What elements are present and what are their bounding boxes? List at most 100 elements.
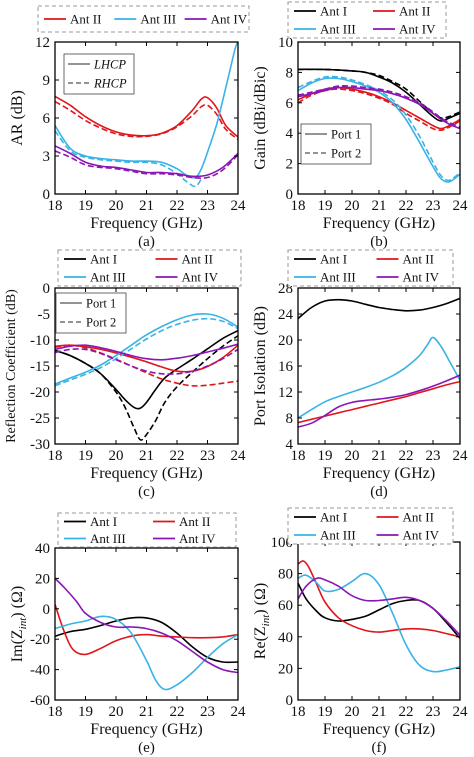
- style-legend-label: Port 2: [86, 316, 116, 330]
- panel-label: (b): [370, 234, 388, 250]
- x-tick-label: 19: [78, 448, 93, 464]
- x-tick-label: 22: [170, 448, 185, 464]
- legend-label: Ant III: [90, 270, 126, 285]
- x-tick-label: 19: [318, 198, 333, 214]
- style-legend-box: [63, 53, 135, 95]
- legend-label: Ant II: [399, 4, 430, 19]
- series-line-ant-iv-solid: [55, 343, 238, 361]
- series-group: [55, 313, 238, 441]
- x-tick-label: 21: [139, 448, 154, 464]
- series-line-ant-iv: [298, 577, 460, 636]
- series-line-ant-iii-dashed: [298, 75, 460, 182]
- x-tick-label: 24: [453, 704, 469, 720]
- y-tick-label: -15: [30, 359, 50, 375]
- y-tick-label: -20: [30, 385, 50, 401]
- series-line-ant-iv-solid: [298, 86, 460, 130]
- x-tick-label: 20: [109, 198, 124, 214]
- legend-box: [287, 249, 454, 287]
- legend-label: Ant II: [403, 252, 434, 267]
- legend-box: [37, 5, 250, 33]
- series-group: [298, 560, 460, 673]
- y-tick-label: 20: [278, 661, 293, 677]
- y-tick-label: 40: [35, 541, 50, 557]
- x-tick-label: 20: [345, 704, 360, 720]
- x-tick-label: 19: [78, 704, 93, 720]
- x-tick-label: 21: [372, 704, 387, 720]
- plot-frame: [297, 541, 461, 701]
- legend-box: [287, 1, 447, 39]
- style-legend-box: [55, 292, 127, 334]
- legend-label: Ant IV: [403, 270, 440, 285]
- y-tick-label: 80: [278, 567, 293, 583]
- legend-label: Ant III: [90, 531, 126, 546]
- y-axis-label: Im(Zint) (Ω): [9, 586, 29, 662]
- panel-label: (e): [138, 740, 155, 756]
- panel-label: (f): [372, 740, 387, 756]
- y-axis-label-main: Gain (dBi/dBic): [252, 66, 269, 170]
- chart-panel-c: 18 19 20 21 22 23 24 0 -5 -10 -15 -20 -25 -30 Frequenc…: [4, 249, 246, 500]
- series-line-ant-iii-dashed: [55, 130, 203, 188]
- x-tick-label: 20: [345, 448, 360, 464]
- series-group: [55, 577, 238, 691]
- y-tick-label: 4: [286, 126, 294, 142]
- chart-panel-a: 18 19 20 21 22 23 24 0 3 6 9 12 Frequency (GHz) AR (d…: [9, 5, 250, 250]
- y-tick-label: 20: [35, 571, 50, 587]
- legend-box: [287, 507, 454, 545]
- x-tick-label: 22: [399, 198, 414, 214]
- x-tick-label: 18: [291, 198, 306, 214]
- series-line-ant-ii-dashed: [55, 100, 238, 141]
- x-tick-label: 21: [139, 704, 154, 720]
- x-tick-label: 23: [426, 448, 441, 464]
- series-line-ant-i-dashed: [55, 335, 238, 441]
- y-tick-label: 9: [43, 73, 51, 89]
- y-axis-label-main: Re(Z: [252, 626, 269, 659]
- legend-label: Ant III: [320, 22, 356, 37]
- y-axis-label-main: Reflection Coefficient (dB): [4, 289, 19, 443]
- y-tick-label: -40: [30, 663, 50, 679]
- series-line-ant-iv: [298, 374, 460, 428]
- y-axis-label-sub: int: [17, 617, 29, 630]
- y-axis-label-main: Port Isolation (dB): [252, 306, 269, 426]
- x-tick-label: 24: [231, 704, 247, 720]
- style-legend-label: Port 1: [86, 297, 116, 311]
- y-tick-label: 10: [278, 35, 293, 51]
- legend-label: Ant III: [140, 12, 176, 27]
- y-tick-label: -30: [30, 437, 50, 453]
- x-tick-label: 20: [109, 448, 124, 464]
- y-axis-label-main: Im(Z: [9, 629, 26, 662]
- legend-box: [57, 512, 237, 548]
- legend-label: Ant IV: [403, 528, 440, 543]
- y-tick-label: 60: [278, 598, 293, 614]
- x-axis-label: Frequency (GHz): [90, 465, 202, 482]
- x-tick-label: 24: [231, 198, 247, 214]
- x-tick-label: 22: [399, 448, 414, 464]
- y-tick-label: 6: [43, 111, 51, 127]
- x-tick-label: 21: [372, 198, 387, 214]
- y-tick-label: -25: [30, 411, 50, 427]
- x-tick-label: 19: [318, 704, 333, 720]
- x-tick-label: 23: [200, 448, 215, 464]
- x-tick-label: 19: [318, 448, 333, 464]
- style-legend-label: RHCP: [93, 77, 127, 91]
- y-axis-label-tail: ) (Ω): [252, 583, 269, 615]
- x-tick-label: 18: [48, 198, 63, 214]
- chart-panel-e: 18 19 20 21 22 23 24 40 20 0 -20 -40 -60 Frequency (G…: [9, 512, 247, 756]
- y-tick-label: 20: [278, 333, 293, 349]
- style-legend-box: [300, 123, 372, 165]
- y-tick-label: 24: [278, 307, 294, 323]
- series-line-ant-ii: [298, 560, 460, 638]
- y-tick-label: 12: [278, 385, 293, 401]
- x-tick-label: 22: [399, 704, 414, 720]
- x-tick-label: 18: [48, 448, 63, 464]
- series-line-ant-iii: [298, 336, 460, 419]
- y-tick-label: 0: [43, 187, 51, 203]
- legend-label: Ant II: [179, 514, 210, 529]
- series-line-ant-ii-solid: [298, 86, 460, 130]
- legend-label: Ant IV: [179, 531, 216, 546]
- y-tick-label: 0: [43, 281, 51, 297]
- x-tick-label: 20: [109, 704, 124, 720]
- series-line-ant-iv-dashed: [298, 85, 460, 128]
- series-line-ant-iii-solid: [298, 77, 460, 183]
- series-line-ant-ii: [55, 603, 238, 656]
